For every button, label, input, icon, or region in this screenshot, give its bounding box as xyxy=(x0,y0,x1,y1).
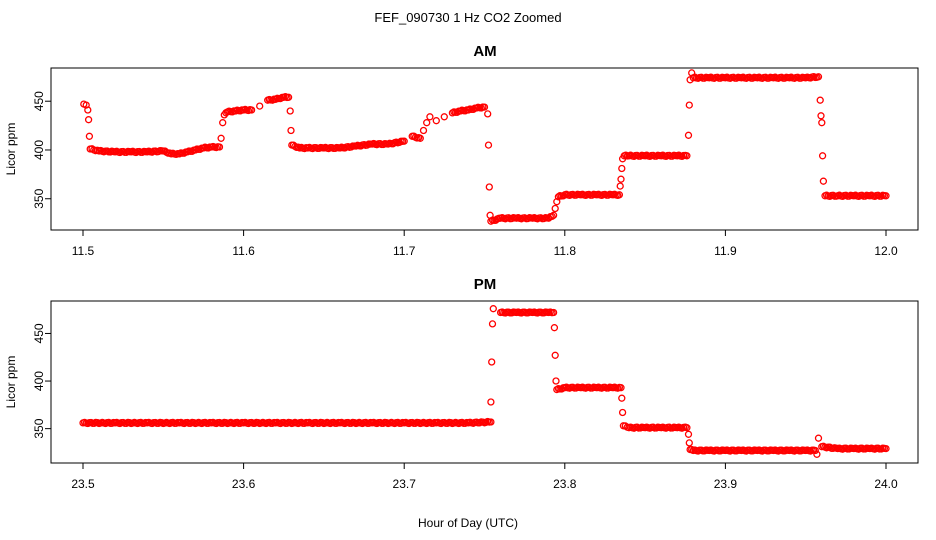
am-panel-title: AM xyxy=(473,43,496,60)
am-data-point xyxy=(480,103,489,111)
am-data-point xyxy=(817,112,825,120)
pm-data-point xyxy=(813,450,821,458)
am-data-point xyxy=(618,164,626,173)
pm-data-point xyxy=(811,446,819,455)
am-data-point xyxy=(818,119,826,127)
am-data-point xyxy=(484,110,492,118)
pm-y-axis-label: Licor ppm xyxy=(4,356,18,409)
pm-data-point xyxy=(487,398,495,406)
am-data-point xyxy=(256,102,264,110)
am-data-point xyxy=(419,126,428,135)
am-data-point xyxy=(548,212,556,221)
pm-x-tick-label: 23.8 xyxy=(553,477,577,491)
am-data-point xyxy=(551,204,559,213)
am-x-tick-label: 12.0 xyxy=(874,244,898,258)
am-plot-frame xyxy=(50,67,919,231)
am-data-point xyxy=(284,93,293,101)
pm-x-tick-label: 23.6 xyxy=(232,477,256,491)
pm-data-point xyxy=(552,377,560,385)
am-data-point xyxy=(247,106,256,114)
am-data-point xyxy=(484,141,493,149)
am-data-point xyxy=(485,183,493,191)
am-data-point xyxy=(617,175,625,183)
am-data-point xyxy=(85,132,94,140)
am-data-point xyxy=(215,143,224,151)
am-data-point xyxy=(819,177,828,185)
pm-data-point xyxy=(487,418,495,426)
am-data-point xyxy=(816,96,824,104)
pm-x-axis: 23.5 23.6 23.7 23.8 23.9 24.0 xyxy=(71,462,898,491)
am-data-point xyxy=(684,131,693,139)
am-data-point xyxy=(217,134,225,142)
pm-y-axis: 350 400 450 xyxy=(32,323,52,439)
pm-x-tick-label: 24.0 xyxy=(874,477,898,491)
pm-data-point xyxy=(683,424,691,432)
am-data-point xyxy=(363,141,371,149)
am-x-tick-label: 11.5 xyxy=(72,244,95,258)
am-data-point xyxy=(685,101,693,109)
pm-data-point xyxy=(549,308,558,317)
am-x-tick-label: 11.8 xyxy=(554,244,577,258)
am-data-point xyxy=(440,113,448,121)
am-data-point xyxy=(549,211,558,219)
am-data-point xyxy=(554,193,563,201)
am-y-tick-label: 350 xyxy=(32,188,46,208)
pm-plot-frame xyxy=(50,300,919,464)
am-data-point xyxy=(616,182,624,190)
pm-x-tick-label: 23.7 xyxy=(393,477,417,491)
am-data-point xyxy=(615,191,624,199)
pm-data-point xyxy=(618,394,626,402)
am-y-tick-label: 450 xyxy=(32,91,46,111)
pm-data-point xyxy=(814,434,823,442)
pm-panel: PM Licor ppm 23.5 23.6 23.7 23.8 23.9 24.0 35… xyxy=(4,276,919,491)
pm-data-point xyxy=(550,324,559,332)
pm-y-tick-label: 450 xyxy=(32,323,46,343)
am-data-point xyxy=(423,119,431,127)
am-data-point xyxy=(287,126,295,135)
am-data-point xyxy=(395,138,404,147)
am-data-point xyxy=(416,134,424,142)
am-data-point xyxy=(426,113,434,121)
am-x-tick-label: 11.6 xyxy=(232,244,255,258)
pm-data-point xyxy=(488,320,497,328)
am-data-point xyxy=(286,107,294,115)
am-x-axis: 11.5 11.6 11.7 11.8 11.9 12.0 xyxy=(72,229,898,258)
pm-x-tick-label: 23.9 xyxy=(714,477,738,491)
pm-data-point xyxy=(617,384,625,392)
figure-title: FEF_090730 1 Hz CO2 Zoomed xyxy=(374,10,561,25)
am-data-point xyxy=(84,106,92,114)
pm-data-point xyxy=(882,444,890,453)
pm-panel-title: PM xyxy=(474,276,497,293)
am-x-tick-label: 11.7 xyxy=(393,244,416,258)
am-data-point xyxy=(553,198,561,206)
am-x-tick-label: 11.9 xyxy=(714,244,737,258)
pm-data-point xyxy=(551,351,559,359)
pm-x-tick-label: 23.5 xyxy=(71,477,95,491)
am-points xyxy=(80,69,890,225)
am-y-axis-label: Licor ppm xyxy=(4,123,18,176)
am-data-point xyxy=(814,73,823,81)
am-data-point xyxy=(219,119,227,127)
am-y-axis: 350 400 450 xyxy=(32,91,52,209)
pm-data-point xyxy=(685,439,693,447)
figure-x-axis-label: Hour of Day (UTC) xyxy=(418,516,518,530)
pm-data-point xyxy=(488,358,496,366)
am-panel: AM Licor ppm 11.5 11.6 11.7 11.8 11.9 12.0 35… xyxy=(4,43,919,258)
am-data-point xyxy=(432,117,440,125)
pm-points xyxy=(79,305,890,458)
am-data-point xyxy=(82,101,90,109)
pm-y-tick-label: 350 xyxy=(32,418,46,438)
pm-data-point xyxy=(618,408,627,417)
am-data-point xyxy=(683,152,691,160)
am-data-point xyxy=(487,217,495,225)
am-y-tick-label: 400 xyxy=(32,140,46,160)
pm-data-point xyxy=(684,430,693,438)
am-data-point xyxy=(818,152,827,160)
am-data-point xyxy=(400,137,408,145)
am-data-point xyxy=(84,116,93,124)
pm-y-tick-label: 400 xyxy=(32,371,46,391)
pm-data-point xyxy=(489,305,497,313)
am-data-point xyxy=(882,192,890,200)
